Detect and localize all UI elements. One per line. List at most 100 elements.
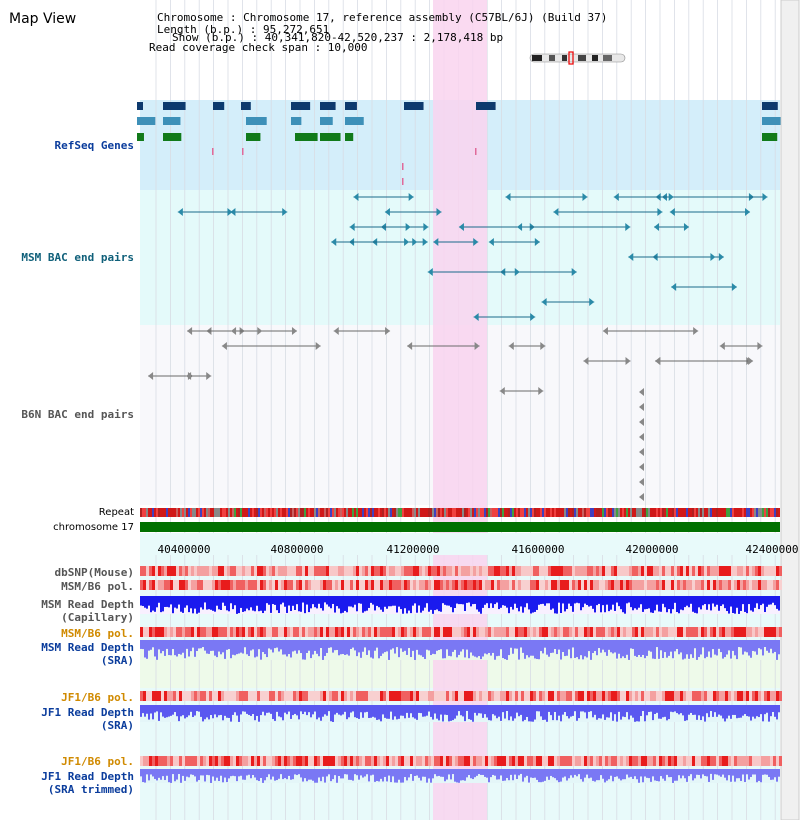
depth-bar [146, 769, 148, 775]
depth-bar [466, 769, 468, 778]
depth-bar [716, 596, 718, 605]
polymorphism-cell [530, 756, 533, 766]
polymorphism-cell [746, 627, 749, 637]
polymorphism-cell [560, 580, 563, 590]
polymorphism-cell [491, 566, 494, 576]
polymorphism-cell [380, 566, 383, 576]
depth-bar [498, 705, 500, 717]
polymorphism-cell [545, 691, 548, 701]
polymorphism-cell [302, 580, 305, 590]
bac-end-marker [625, 357, 631, 365]
depth-bar [684, 596, 686, 608]
depth-bar [528, 640, 530, 658]
depth-bar [640, 769, 642, 777]
repeat-segment [520, 508, 522, 517]
depth-bar [574, 705, 576, 712]
repeat-segment [230, 508, 232, 517]
polymorphism-cell [407, 627, 410, 637]
polymorphism-cell [362, 580, 365, 590]
polymorphism-cell [611, 756, 614, 766]
depth-bar [198, 596, 200, 613]
polymorphism-cell [641, 566, 644, 576]
polymorphism-cell [476, 580, 479, 590]
repeat-segment [504, 508, 506, 517]
depth-bar [650, 705, 652, 712]
polymorphism-cell [656, 566, 659, 576]
polymorphism-cell [389, 691, 392, 701]
polymorphism-cell [506, 627, 509, 637]
polymorphism-cell [731, 566, 734, 576]
depth-bar [658, 640, 660, 659]
depth-bar [294, 640, 296, 651]
depth-bar [406, 640, 408, 655]
polymorphism-cell [506, 756, 509, 766]
depth-bar [772, 705, 774, 712]
depth-bar [258, 769, 260, 782]
polymorphism-cell [173, 580, 176, 590]
depth-bar [376, 640, 378, 648]
polymorphism-cell [497, 566, 500, 576]
chromosome-ideogram-icon[interactable] [529, 51, 626, 65]
highlight-region[interactable] [433, 0, 487, 820]
polymorphism-cell [332, 691, 335, 701]
polymorphism-cell [257, 691, 260, 701]
depth-bar [168, 769, 170, 783]
polymorphism-cell [689, 566, 692, 576]
polymorphism-cell [167, 580, 170, 590]
repeat-segment [268, 508, 270, 517]
polymorphism-cell [185, 756, 188, 766]
polymorphism-cell [272, 627, 275, 637]
depth-bar [652, 640, 654, 659]
depth-bar [468, 640, 470, 659]
depth-bar [342, 705, 344, 715]
polymorphism-cell [680, 566, 683, 576]
depth-bar [428, 596, 430, 612]
repeat-segment [660, 508, 662, 517]
polymorphism-cell [749, 566, 752, 576]
polymorphism-cell [203, 627, 206, 637]
bac-end-marker [668, 193, 674, 201]
depth-bar [148, 640, 150, 651]
depth-bar [764, 769, 766, 775]
depth-bar [380, 596, 382, 610]
depth-bar [488, 640, 490, 653]
repeat-segment [454, 508, 456, 517]
polymorphism-cell [389, 566, 392, 576]
repeat-segment [214, 508, 216, 517]
chromosome-17-bar[interactable] [140, 522, 780, 532]
polymorphism-cell [443, 756, 446, 766]
depth-bar [506, 705, 508, 711]
repeat-segment [152, 508, 154, 517]
polymorphism-cell [155, 580, 158, 590]
bac-end-marker [404, 238, 410, 246]
polymorphism-cell [611, 566, 614, 576]
repeat-segment [372, 508, 374, 517]
depth-bar [770, 769, 772, 780]
depth-bar [726, 705, 728, 719]
polymorphism-cell [197, 566, 200, 576]
polymorphism-cell [368, 691, 371, 701]
depth-bar [208, 769, 210, 776]
polymorphism-cell [410, 580, 413, 590]
polymorphism-cell [620, 691, 623, 701]
polymorphism-cell [254, 627, 257, 637]
depth-bar [420, 769, 422, 781]
depth-bar [344, 596, 346, 611]
polymorphism-cell [239, 627, 242, 637]
vertical-scrollbar[interactable] [780, 0, 800, 820]
depth-bar [590, 769, 592, 778]
polymorphism-cell [272, 580, 275, 590]
polymorphism-cell [263, 566, 266, 576]
polymorphism-cell [446, 691, 449, 701]
polymorphism-cell [515, 756, 518, 766]
repeat-segment [568, 508, 570, 517]
depth-bar [306, 596, 308, 605]
depth-bar [374, 769, 376, 782]
depth-bar [220, 705, 222, 715]
bac-end-marker [639, 463, 644, 471]
polymorphism-cell [500, 691, 503, 701]
bac-end-marker [315, 342, 321, 350]
polymorphism-cell [539, 756, 542, 766]
polymorphism-cell [251, 566, 254, 576]
polymorphism-cell [551, 627, 554, 637]
